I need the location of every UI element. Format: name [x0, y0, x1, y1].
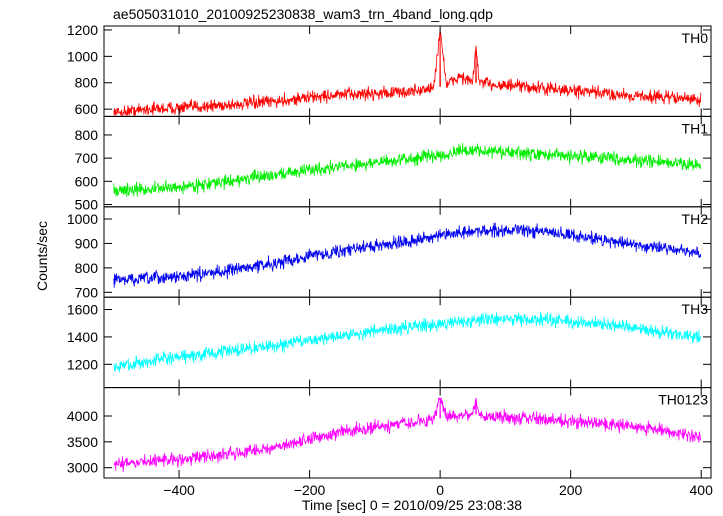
x-axis-label: Time [sec] 0 = 2010/09/25 23:08:38: [302, 497, 522, 513]
x-tick-label: 200: [559, 482, 583, 498]
y-tick-label: 1000: [67, 48, 98, 64]
series-line-th3: [113, 311, 702, 373]
series-line-th2: [113, 222, 702, 288]
y-tick-label: 800: [75, 127, 99, 143]
y-tick-label: 3000: [67, 460, 98, 476]
y-axis-label: Counts/sec: [34, 221, 50, 291]
panel-frame-th2: [103, 206, 712, 298]
y-tick-label: 700: [75, 150, 99, 166]
y-tick-label: 900: [75, 235, 99, 251]
panel-label-th0: TH0: [682, 30, 709, 46]
y-tick-label: 600: [75, 101, 99, 117]
y-tick-label: 1400: [67, 329, 98, 345]
series-line-th1: [113, 142, 702, 197]
panel-label-th2: TH2: [682, 211, 709, 227]
panel-label-th1: TH1: [682, 120, 709, 136]
panel-label-th0123: TH0123: [658, 392, 708, 408]
y-tick-label: 700: [75, 284, 99, 300]
y-tick-label: 3500: [67, 434, 98, 450]
panel-frame-th3: [103, 296, 712, 389]
x-tick-label: 0: [436, 482, 444, 498]
plot-area: 600 800 1000 1200 TH0 500 600 700 800 TH1 700 800 90…: [67, 22, 713, 498]
y-tick-label: 1600: [67, 302, 98, 318]
y-tick-label: 600: [75, 173, 99, 189]
y-tick-label: 500: [75, 196, 99, 212]
y-tick-label: 1200: [67, 356, 98, 372]
chart-title: ae505031010_20100925230838_wam3_trn_4ban…: [113, 6, 493, 22]
series-line-th0: [113, 29, 702, 116]
x-tick-label: −400: [163, 482, 195, 498]
panel-frame-th0123: [103, 387, 712, 479]
series-line-th0123: [113, 397, 702, 473]
y-tick-label: 800: [75, 260, 99, 276]
y-tick-label: 800: [75, 75, 99, 91]
x-tick-label: −200: [294, 482, 326, 498]
panel-label-th3: TH3: [682, 301, 709, 317]
x-tick-label: 400: [690, 482, 714, 498]
y-tick-label: 1000: [67, 211, 98, 227]
y-tick-label: 4000: [67, 408, 98, 424]
y-tick-label: 1200: [67, 22, 98, 38]
